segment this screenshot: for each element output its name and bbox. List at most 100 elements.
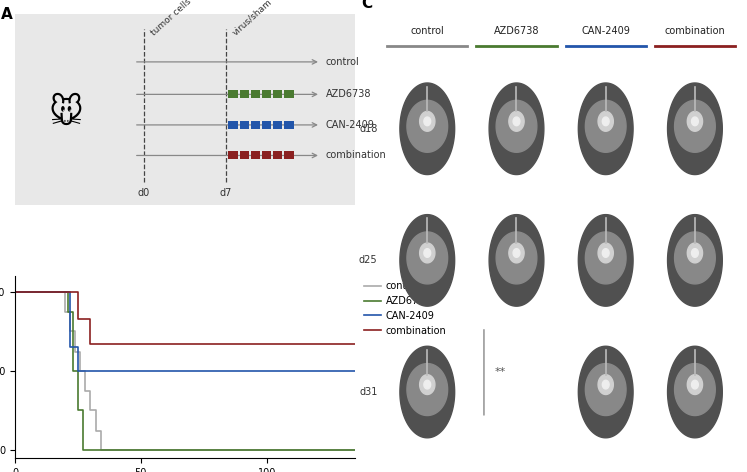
Polygon shape (578, 215, 633, 306)
Polygon shape (675, 363, 716, 415)
Polygon shape (668, 83, 722, 175)
Polygon shape (496, 232, 537, 284)
Text: combination: combination (326, 151, 387, 160)
Polygon shape (400, 215, 455, 306)
Text: CAN-2409: CAN-2409 (581, 26, 630, 36)
AZD6738 (63, 310, 72, 315)
combination (237, 341, 246, 347)
Polygon shape (675, 101, 716, 152)
Line: CAN-2409: CAN-2409 (15, 292, 355, 371)
Polygon shape (496, 101, 537, 152)
Polygon shape (586, 232, 626, 284)
Bar (251, 121, 260, 129)
Bar (229, 90, 238, 98)
Polygon shape (400, 83, 455, 175)
control (86, 407, 95, 413)
Text: AZD6738: AZD6738 (326, 89, 371, 100)
Polygon shape (687, 375, 702, 395)
Polygon shape (489, 215, 544, 306)
Bar (240, 152, 249, 160)
Polygon shape (586, 101, 626, 152)
Polygon shape (407, 232, 447, 284)
Polygon shape (602, 117, 609, 126)
control (91, 428, 100, 434)
Text: A: A (1, 7, 13, 22)
Line: control: control (15, 292, 355, 450)
Bar (285, 121, 294, 129)
Text: d25: d25 (359, 255, 377, 265)
Polygon shape (420, 375, 435, 395)
Polygon shape (424, 249, 431, 257)
Polygon shape (586, 363, 626, 415)
CAN-2409 (10, 289, 19, 295)
Text: virus/sham: virus/sham (231, 0, 273, 37)
Polygon shape (509, 243, 524, 263)
Polygon shape (424, 117, 431, 126)
AZD6738 (350, 447, 359, 453)
control (101, 447, 110, 453)
combination (10, 289, 19, 295)
Polygon shape (489, 83, 544, 175)
control (66, 329, 75, 334)
Polygon shape (598, 111, 613, 131)
Text: control: control (326, 57, 359, 67)
Bar (273, 121, 282, 129)
AZD6738 (10, 289, 19, 295)
Polygon shape (692, 249, 698, 257)
Legend: control, AZD6738, CAN-2409, combination: control, AZD6738, CAN-2409, combination (359, 277, 450, 339)
Polygon shape (687, 111, 702, 131)
Bar (262, 90, 271, 98)
Bar (251, 152, 260, 160)
combination (73, 316, 82, 321)
Polygon shape (407, 363, 447, 415)
Text: **: ** (495, 367, 506, 377)
Polygon shape (598, 375, 613, 395)
Polygon shape (602, 380, 609, 389)
Bar (262, 121, 271, 129)
Text: tumor cells: tumor cells (149, 0, 193, 37)
Polygon shape (420, 243, 435, 263)
Polygon shape (424, 380, 431, 389)
combination (350, 341, 359, 347)
Polygon shape (668, 346, 722, 438)
Bar (229, 152, 238, 160)
Text: d0: d0 (138, 188, 150, 198)
AZD6738 (78, 447, 87, 453)
Bar (273, 152, 282, 160)
Bar (285, 90, 294, 98)
control (10, 289, 19, 295)
Line: AZD6738: AZD6738 (15, 292, 355, 450)
control (81, 388, 90, 394)
CAN-2409 (73, 368, 82, 374)
Text: d7: d7 (220, 188, 232, 198)
Polygon shape (598, 243, 613, 263)
Text: 🐭: 🐭 (49, 97, 84, 130)
control (350, 447, 359, 453)
Bar (240, 121, 249, 129)
Text: combination: combination (665, 26, 725, 36)
Line: combination: combination (15, 292, 355, 344)
Polygon shape (407, 101, 447, 152)
Polygon shape (602, 249, 609, 257)
AZD6738 (69, 368, 78, 374)
Bar (240, 90, 249, 98)
Polygon shape (509, 111, 524, 131)
control (76, 368, 85, 374)
control (61, 310, 69, 315)
Polygon shape (513, 249, 520, 257)
Polygon shape (578, 83, 633, 175)
Bar (285, 152, 294, 160)
Polygon shape (400, 346, 455, 438)
control (71, 349, 80, 355)
control (96, 447, 105, 453)
Polygon shape (687, 243, 702, 263)
Polygon shape (692, 380, 698, 389)
CAN-2409 (66, 344, 75, 350)
CAN-2409 (350, 368, 359, 374)
Text: CAN-2409: CAN-2409 (326, 120, 375, 130)
Polygon shape (420, 111, 435, 131)
Text: AZD6738: AZD6738 (494, 26, 539, 36)
Polygon shape (578, 346, 633, 438)
AZD6738 (73, 407, 82, 413)
FancyBboxPatch shape (8, 10, 362, 209)
